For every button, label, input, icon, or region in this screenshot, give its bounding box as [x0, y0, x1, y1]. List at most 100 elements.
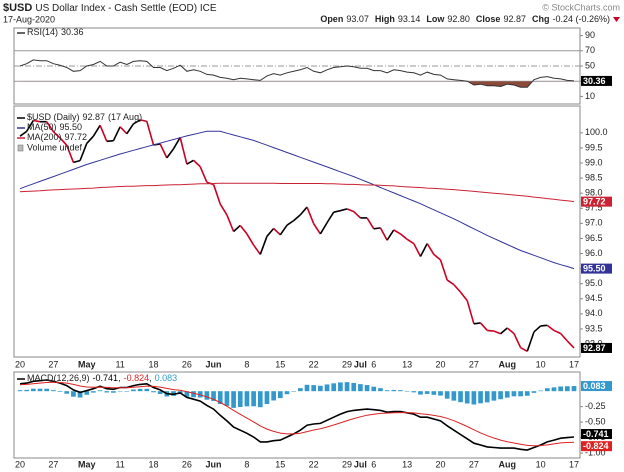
x-tick-label: May — [78, 459, 96, 469]
histogram-bar — [378, 388, 383, 392]
price-segment — [520, 346, 528, 352]
price-segment — [192, 159, 201, 168]
legend-entry: MA(200) 97.72 — [27, 132, 87, 142]
value-tag-label: 92.87 — [583, 343, 606, 353]
histogram-bar — [398, 390, 403, 392]
x-tick-label: 22 — [309, 359, 319, 369]
legend-value: 30.36 — [61, 27, 84, 37]
price-segment — [346, 208, 355, 213]
x-tick-label: 13 — [402, 359, 412, 369]
price-segment — [286, 219, 295, 226]
histogram-bar — [551, 387, 557, 392]
price-segment — [172, 136, 181, 150]
y-tick-label: 50 — [585, 60, 595, 70]
quote-value: 93.14 — [398, 14, 421, 24]
legend-swatch — [17, 144, 24, 152]
histogram-bar — [384, 390, 390, 392]
histogram-bar — [304, 384, 310, 392]
histogram-bar — [471, 391, 477, 405]
y-tick-label: 70 — [585, 45, 595, 55]
legend-date: (17 Aug) — [108, 112, 142, 122]
histogram-bar — [237, 391, 243, 408]
histogram-bar — [71, 391, 76, 397]
histogram-bar — [231, 391, 236, 408]
legend-value: 0.083 — [155, 373, 178, 383]
histogram-bar — [324, 384, 330, 392]
histogram-bar — [478, 391, 483, 404]
x-tick-label: 27 — [469, 359, 479, 369]
legend-value: -0.824 — [124, 373, 150, 383]
histogram-bar — [137, 388, 143, 392]
y-tick-label: 100.0 — [585, 127, 608, 137]
histogram-bar — [511, 391, 517, 397]
price-segment — [319, 222, 328, 235]
price-segment — [513, 333, 522, 348]
value-tag-label: -0.741 — [583, 429, 609, 439]
histogram-bar — [211, 391, 216, 401]
price-segment — [259, 236, 268, 255]
x-tick-label: 18 — [148, 359, 158, 369]
histogram-bar — [431, 391, 437, 395]
value-tag-label: 0.083 — [583, 381, 606, 391]
x-tick-label: 17 — [569, 359, 579, 369]
histogram-bar — [518, 391, 523, 397]
symbol: $USD — [3, 2, 32, 14]
price-segment — [353, 211, 361, 219]
oversold-shade — [20, 81, 574, 88]
histogram-bar — [371, 386, 377, 392]
series-line — [19, 130, 575, 270]
x-tick-label: Aug — [499, 459, 517, 469]
macd-frame — [13, 371, 581, 459]
histogram-bar — [277, 391, 283, 399]
histogram-bar — [438, 391, 443, 396]
x-tick-label: 10 — [536, 359, 546, 369]
quote-value: 93.07 — [346, 14, 369, 24]
legend-value: 95.50 — [60, 122, 83, 132]
histogram-bar — [391, 389, 397, 392]
series-line — [19, 59, 575, 88]
price-segment — [25, 120, 35, 132]
histogram-bar — [244, 391, 250, 407]
histogram-bar — [184, 391, 190, 397]
price-segment — [487, 329, 494, 332]
legend-entry: MA(50) 95.50 — [27, 122, 82, 132]
histogram-bar — [191, 391, 196, 398]
x-tick-label: 20 — [15, 359, 25, 369]
legend-entry: MACD(12,26,9) -0.741, -0.824, 0.083 — [27, 373, 177, 383]
histogram-bar — [264, 391, 270, 404]
y-tick-label: -1.00 — [585, 447, 606, 457]
histogram-bar — [24, 389, 30, 392]
price-segment — [33, 119, 41, 123]
y-tick-label: 94.0 — [585, 308, 603, 318]
price-segment — [133, 119, 141, 125]
histogram-bar — [458, 391, 463, 403]
price-segment — [65, 144, 75, 163]
price-segment — [446, 279, 455, 286]
x-tick-label: 15 — [275, 459, 285, 469]
price-segment — [393, 229, 401, 235]
y-tick-label: 98.0 — [585, 188, 603, 198]
price-segment — [313, 223, 322, 235]
value-tag — [581, 381, 612, 392]
quote-label: Open — [320, 14, 343, 24]
y-tick-label: -0.50 — [585, 416, 606, 426]
x-tick-label: 20 — [435, 459, 445, 469]
price-segment — [453, 284, 462, 293]
price-segment — [419, 243, 428, 257]
value-tag — [581, 75, 612, 86]
price-segment — [106, 139, 114, 143]
histogram-bar — [44, 388, 50, 392]
x-tick-label: Jul — [354, 459, 367, 469]
y-tick-label: 97.5 — [585, 203, 603, 213]
price-segment — [299, 206, 308, 216]
series-line — [19, 381, 575, 447]
x-tick-label: 18 — [148, 459, 158, 469]
price-segment — [166, 148, 175, 159]
price-segment — [92, 124, 101, 137]
legend-entry: RSI(14) 30.36 — [27, 27, 84, 37]
price-segment — [553, 329, 561, 335]
price-segment — [246, 233, 255, 246]
price-segment — [52, 131, 61, 139]
price-segment — [126, 123, 135, 135]
y-tick-label: 97.0 — [585, 218, 603, 228]
